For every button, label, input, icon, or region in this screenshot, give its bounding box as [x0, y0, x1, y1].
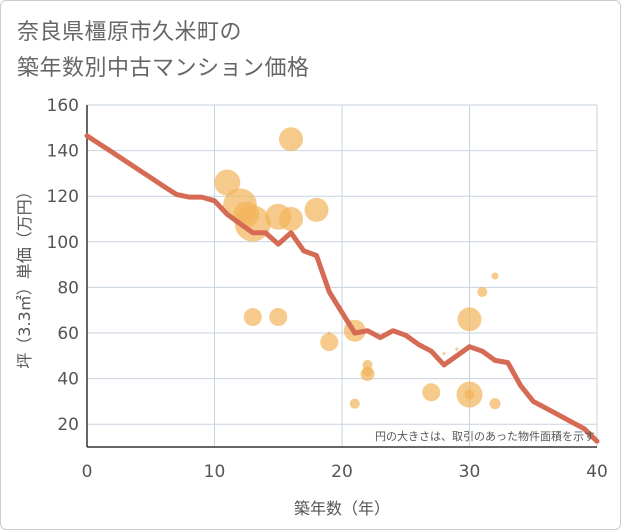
average-price-line — [84, 133, 600, 444]
y-tick-label: 140 — [47, 142, 79, 162]
bubble-size-note: 円の大きさは、取引のあった物件面積を示す — [375, 429, 595, 443]
x-tick-label: 0 — [82, 462, 93, 482]
data-bubble — [491, 272, 499, 280]
bubble-series — [214, 127, 501, 410]
x-axis-label: 築年数（年） — [294, 499, 390, 518]
data-bubble — [362, 366, 373, 377]
x-tick-label: 40 — [586, 462, 608, 482]
data-bubble — [489, 398, 501, 410]
y-tick-label: 100 — [47, 233, 79, 253]
data-bubble — [320, 333, 339, 352]
data-bubble — [477, 286, 488, 297]
data-bubble — [304, 197, 329, 222]
x-tick-label: 20 — [331, 462, 353, 482]
grid-lines — [87, 104, 598, 447]
data-bubble — [457, 307, 482, 332]
data-bubble — [422, 383, 441, 402]
y-tick-label: 160 — [47, 96, 79, 116]
y-tick-label: 80 — [57, 278, 79, 298]
data-bubble — [362, 359, 373, 370]
data-bubble — [243, 308, 262, 327]
tick-labels: 0 10 20 30 40 20 40 60 80 100 120 140 160 — [47, 96, 608, 482]
y-tick-label: 20 — [57, 415, 79, 435]
data-bubble — [455, 347, 459, 351]
x-tick-label: 10 — [204, 462, 226, 482]
chart-title-line-1: 奈良県橿原市久米町の — [17, 20, 243, 45]
y-tick-label: 60 — [57, 324, 79, 344]
data-bubble — [269, 308, 288, 327]
data-bubble — [327, 331, 331, 335]
axes — [86, 105, 597, 448]
data-bubble — [442, 352, 446, 356]
data-bubble — [349, 398, 360, 409]
data-bubble — [464, 389, 475, 400]
trend-line-series — [84, 133, 600, 444]
y-tick-label: 120 — [47, 187, 79, 207]
chart-title-line-2: 築年数別中古マンション価格 — [17, 56, 310, 81]
y-axis-label: 坪（3.3㎡）単価（万円） — [15, 183, 34, 368]
data-bubble — [214, 169, 241, 196]
x-tick-label: 30 — [459, 462, 481, 482]
data-bubble — [279, 127, 303, 152]
data-bubble — [279, 207, 303, 231]
y-tick-label: 40 — [57, 370, 79, 390]
